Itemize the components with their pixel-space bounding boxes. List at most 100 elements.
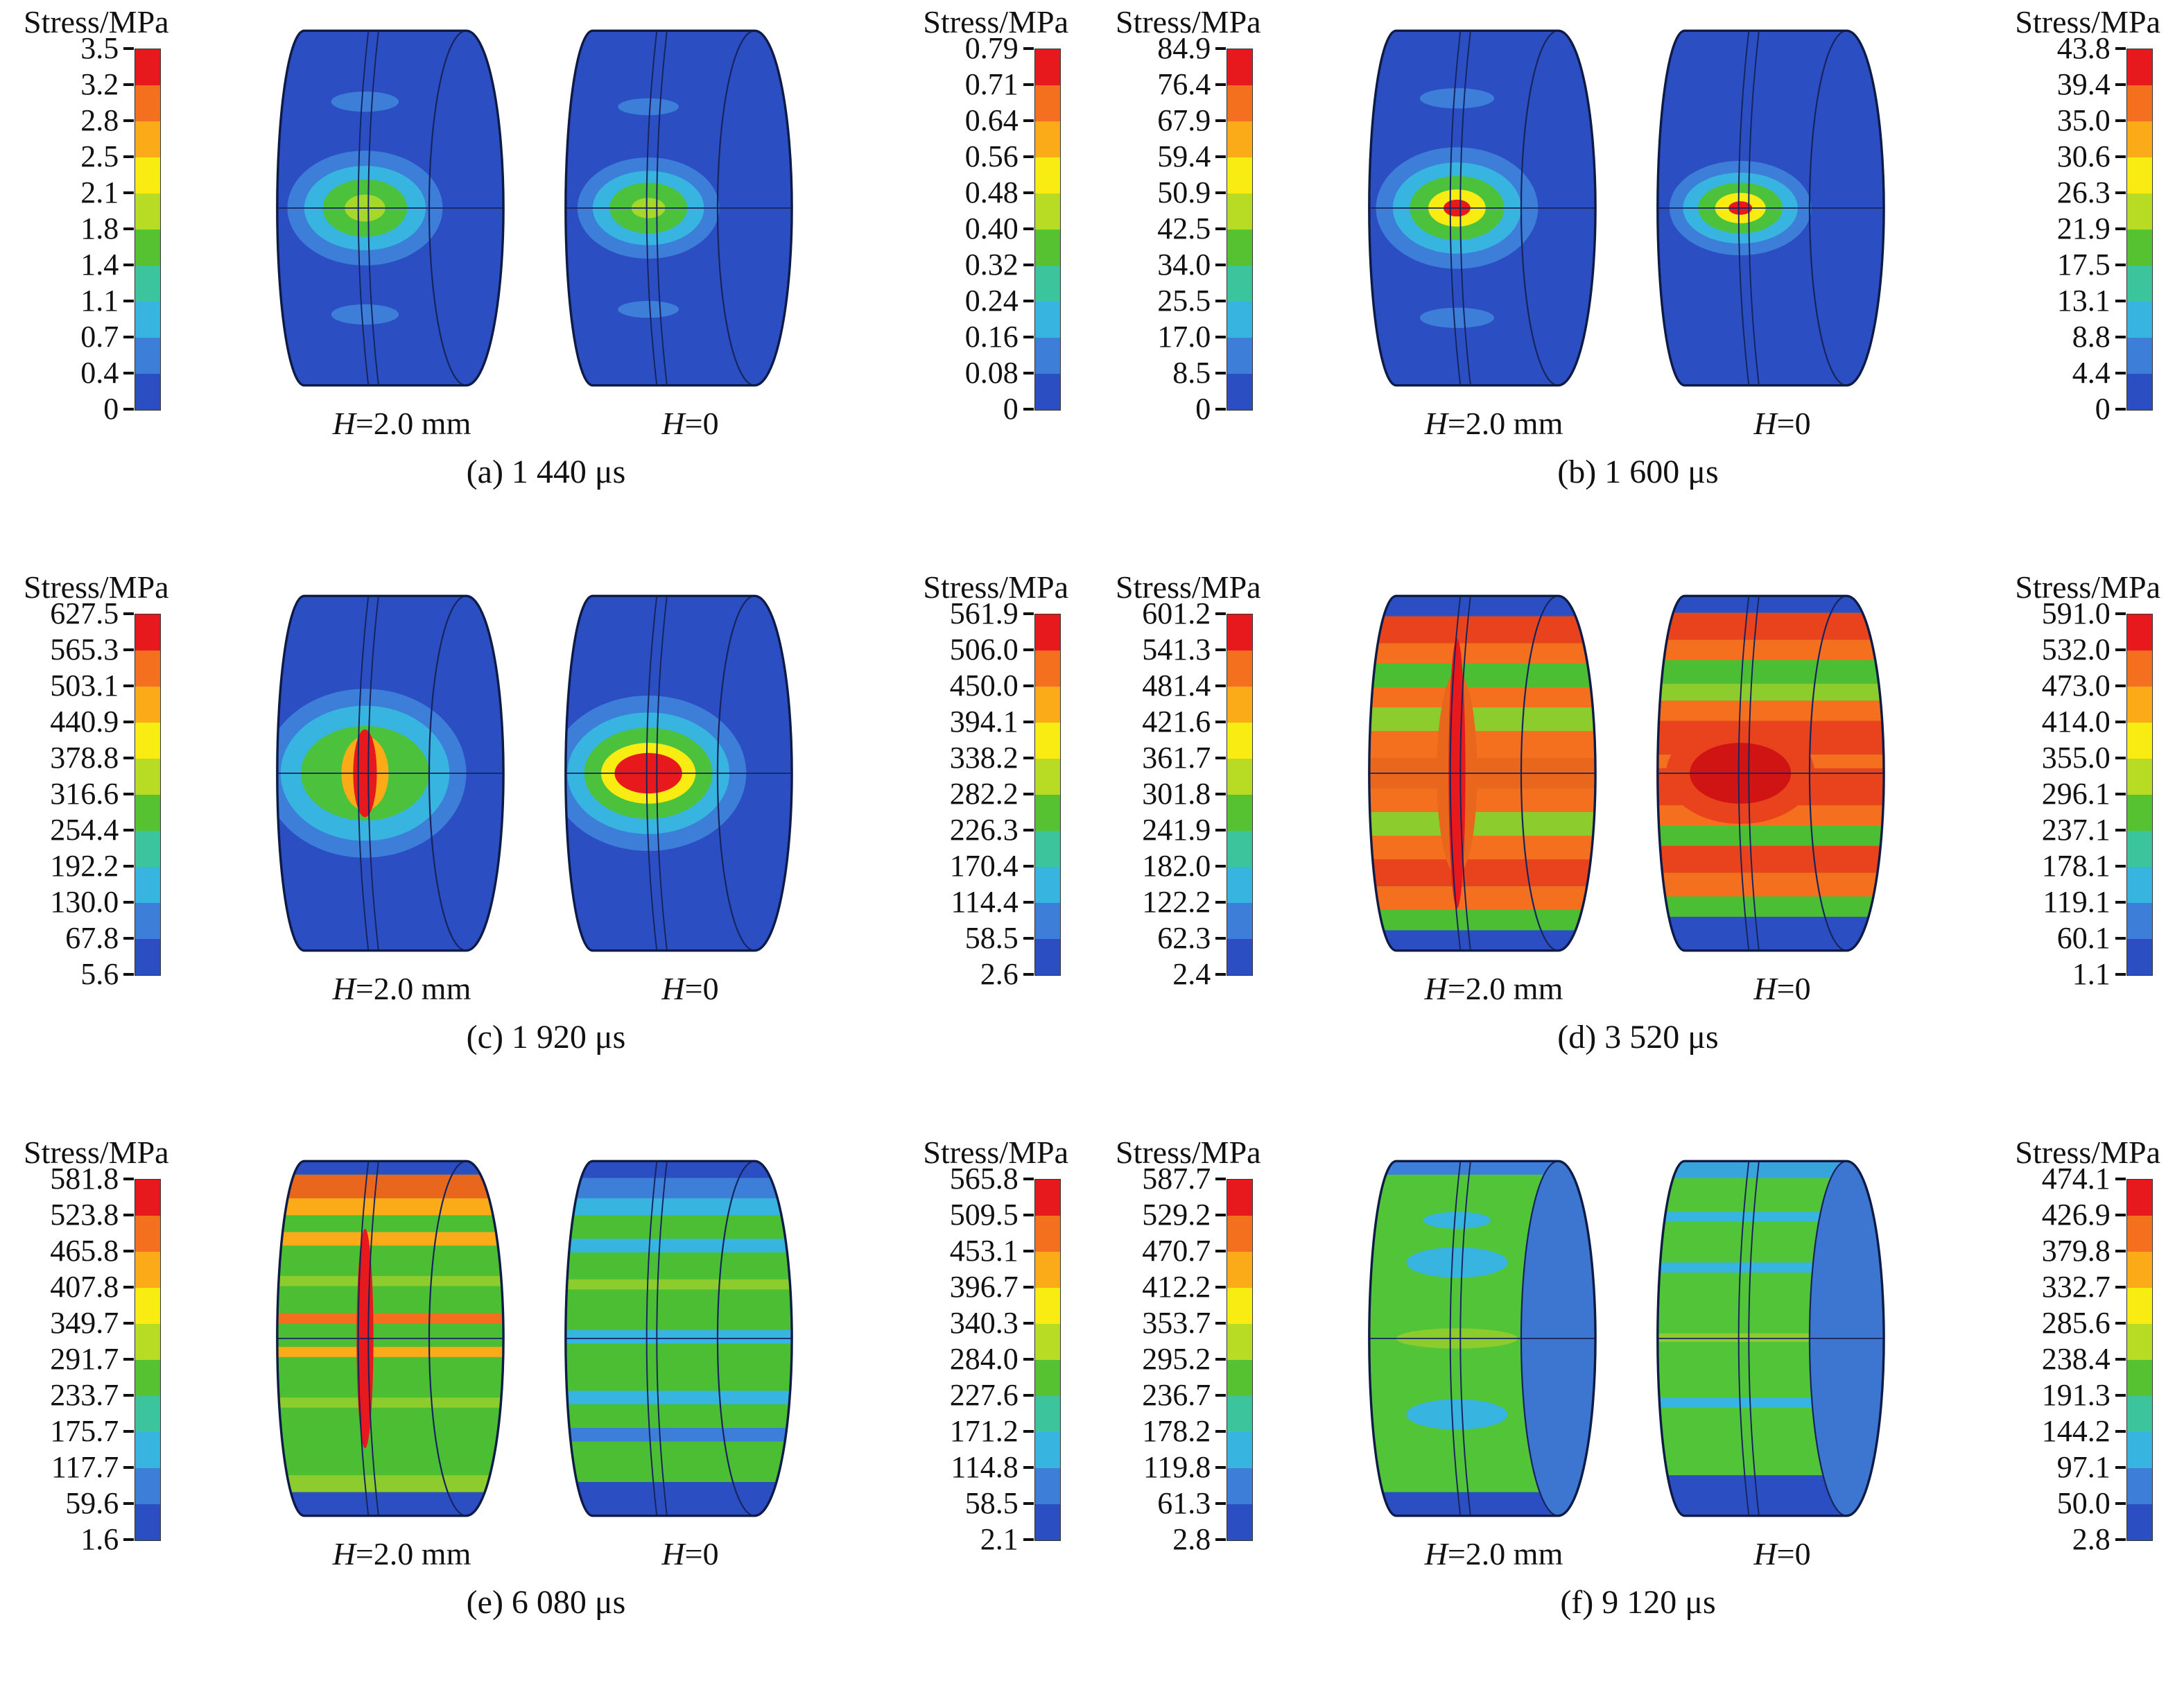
- stress-band: [277, 1347, 503, 1357]
- colorbar-tick: 175.7: [50, 1416, 135, 1447]
- colorbar-segment: [135, 1324, 161, 1361]
- tick-mark: [123, 1358, 135, 1361]
- colorbar-segment: [135, 1360, 161, 1397]
- tick-mark: [2115, 1466, 2126, 1470]
- tick-value: 117.7: [51, 1450, 119, 1485]
- case-label-h0: H=0: [555, 1536, 826, 1572]
- tick-mark: [2115, 1358, 2126, 1361]
- colorbar-segment: [1227, 831, 1253, 868]
- colorbar-segment: [1034, 795, 1060, 832]
- tick-value: 43.8: [2056, 31, 2111, 66]
- tick-value: 39.4: [2056, 67, 2111, 102]
- tick-mark: [1215, 264, 1227, 267]
- contour-cylinder-h20: [275, 29, 505, 387]
- h-value: =0: [1776, 406, 1811, 441]
- tick-value: 58.5: [964, 921, 1019, 956]
- cylinder-outline: [1367, 29, 1597, 387]
- colorbar-right: Stress/MPa 0.79 0.71 0.64 0.56 0.48 0.40 0.32 0…: [923, 5, 1068, 424]
- tick-mark: [2115, 721, 2126, 724]
- colorbar-segment: [2126, 651, 2152, 687]
- tick-value: 355.0: [2041, 741, 2111, 775]
- colorbar-segment: [1227, 193, 1253, 230]
- colorbar-tick: 426.9: [2042, 1200, 2126, 1230]
- colorbar-tick: 144.2: [2042, 1416, 2126, 1447]
- tick-mark: [1215, 1358, 1227, 1361]
- colorbar-tick: 581.8: [50, 1164, 135, 1194]
- tick-mark: [2115, 1430, 2126, 1433]
- stress-panel: Stress/MPa 587.7 529.2 470.7 412.2 353.7 295.…: [1092, 1130, 2184, 1696]
- colorbar-segment: [2126, 1288, 2152, 1325]
- stress-band: [277, 1161, 503, 1175]
- tick-value: 332.7: [2041, 1270, 2111, 1304]
- tick-mark: [123, 865, 135, 868]
- contour-cylinder-h20: [1367, 29, 1597, 387]
- cylinder-outline: [275, 594, 505, 952]
- tick-value: 379.8: [2041, 1234, 2111, 1268]
- colorbar-tick: 473.0: [2042, 671, 2126, 701]
- colorbar-tick: 0: [2095, 394, 2126, 424]
- colorbar-segment: [1034, 1252, 1060, 1289]
- colorbar-segment: [135, 1288, 161, 1325]
- colorbar-segment: [2126, 85, 2152, 122]
- tick-mark: [1023, 155, 1034, 159]
- colorbar-tick: 291.7: [50, 1342, 135, 1377]
- colorbar-segment: [1227, 651, 1253, 687]
- panel-caption: (e) 6 080 μs: [466, 1583, 626, 1621]
- stress-band: [1657, 660, 1884, 684]
- colorbar-segment: [2126, 867, 2152, 904]
- tick-mark: [2115, 648, 2126, 652]
- colorbar-tick-labels: 601.2 541.3 481.4 421.6 361.7 301.8 241.9 182.0…: [1123, 598, 1227, 990]
- colorbar-tick: 0.40: [965, 214, 1034, 244]
- contour-cylinder-h20: [1367, 1160, 1597, 1517]
- colorbar-segment: [2126, 338, 2152, 374]
- case-label-h20: H=2.0 mm: [267, 406, 537, 442]
- colorbar-tick: 2.8: [80, 105, 135, 136]
- contour-plots-area: H=2.0 mm H=0 (e) 6 080 μs: [267, 1136, 826, 1621]
- case-label-h0: H=0: [555, 406, 826, 442]
- tick-mark: [123, 1394, 135, 1397]
- colorbar-segment: [2126, 157, 2152, 194]
- stress-band: [1657, 683, 1884, 701]
- colorbar-tick: 34.0: [1157, 250, 1227, 280]
- stress-band: [565, 1481, 792, 1516]
- tick-value: 396.7: [949, 1270, 1019, 1304]
- colorbar-segment: [1034, 1360, 1060, 1397]
- colorbar-tick: 3.5: [80, 33, 135, 64]
- tick-mark: [1023, 757, 1034, 760]
- colorbar-segment: [2126, 266, 2152, 302]
- h-symbol: H: [332, 1536, 356, 1571]
- tick-value: 509.5: [949, 1198, 1019, 1232]
- tick-value: 282.2: [949, 777, 1019, 811]
- tick-value: 291.7: [50, 1342, 119, 1377]
- colorbar-segment: [1034, 759, 1060, 795]
- colorbar-segment: [1034, 49, 1060, 86]
- colorbar-tick: 361.7: [1142, 743, 1227, 773]
- colorbar-tick: 17.0: [1157, 322, 1227, 352]
- colorbar-tick-labels: 581.8 523.8 465.8 407.8 349.7 291.7 233.7 175.7…: [31, 1164, 135, 1555]
- stress-band: [1657, 639, 1884, 660]
- cylinder-outline: [1656, 29, 1885, 387]
- h-value: =2.0 mm: [355, 971, 471, 1006]
- tick-mark: [1215, 1322, 1227, 1325]
- tick-mark: [123, 1430, 135, 1433]
- tick-mark: [1023, 300, 1034, 303]
- tick-mark: [1023, 1538, 1034, 1542]
- tick-value: 119.1: [2043, 885, 2111, 920]
- colorbar-tick: 421.6: [1142, 707, 1227, 737]
- tick-value: 2.1: [980, 1522, 1019, 1557]
- colorbar-tick: 119.8: [1143, 1452, 1227, 1483]
- colorbar-segment: [1034, 85, 1060, 122]
- colorbar-tick: 561.9: [950, 598, 1034, 629]
- tick-value: 1.6: [80, 1522, 119, 1557]
- colorbar-gradient: [1034, 614, 1061, 976]
- tick-mark: [2115, 1394, 2126, 1397]
- stress-band: [1369, 596, 1595, 617]
- tick-mark: [1215, 1466, 1227, 1470]
- colorbar-segment: [135, 85, 161, 122]
- colorbar-segment: [1227, 49, 1253, 86]
- stress-panel: Stress/MPa 601.2 541.3 481.4 421.6 361.7 301.…: [1092, 565, 2184, 1130]
- tick-value: 295.2: [1142, 1342, 1211, 1377]
- tick-value: 301.8: [1142, 777, 1211, 811]
- colorbar-tick-labels: 561.9 506.0 450.0 394.1 338.2 282.2 226.3 170.4…: [931, 598, 1034, 990]
